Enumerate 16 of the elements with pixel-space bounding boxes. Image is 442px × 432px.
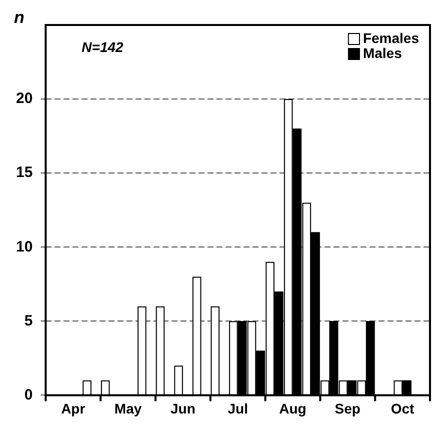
y-tick-label: 20 [16, 90, 33, 108]
y-tick-label: 10 [16, 238, 33, 256]
x-tick-label: Aug [279, 400, 306, 416]
y-tick-label: 0 [24, 386, 33, 404]
legend-label: Females [362, 30, 420, 46]
x-tick-label: Sep [334, 400, 360, 416]
annotation: N=142 [82, 38, 124, 55]
x-tick-label: Oct [390, 400, 415, 416]
y-axis-title: n [14, 8, 24, 28]
y-tick-label: 5 [24, 312, 33, 330]
x-tick-label: May [114, 400, 142, 416]
y-tick-label: 15 [16, 164, 33, 182]
legend-label: Males [362, 44, 402, 61]
x-tick-label: Jun [170, 400, 196, 416]
x-tick-label: Jul [228, 400, 248, 416]
x-tick-label: Apr [61, 400, 86, 416]
